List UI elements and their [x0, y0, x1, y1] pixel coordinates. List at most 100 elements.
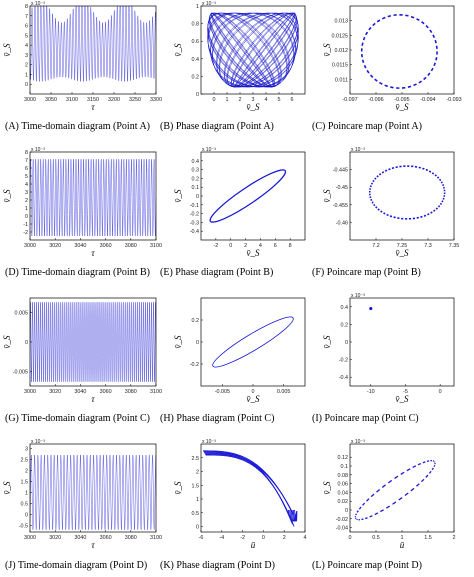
plot-area-D: [30, 159, 156, 237]
ytick-label: -0.2: [190, 212, 199, 218]
poincare-mark-L: [369, 515, 373, 518]
axes-frame-D: [29, 151, 157, 241]
poincare-mark-F: [372, 179, 375, 183]
poincare-point-I: [369, 306, 373, 311]
ytick-label: 0.6: [192, 39, 200, 45]
axis-exponent: x 10⁻³: [31, 439, 45, 445]
ytick-label: 0.2: [341, 322, 349, 328]
xtick-label: 3020: [49, 535, 61, 541]
poincare-mark-C: [405, 14, 409, 17]
xtick-label: 0: [252, 389, 255, 395]
poincare-mark-L: [374, 512, 379, 516]
ytick-label: 2.5: [21, 457, 29, 463]
poincare-mark-L: [355, 513, 357, 516]
poincare-mark-C: [365, 31, 369, 36]
xtick-label: 0.005: [277, 389, 291, 395]
poincare-mark-C: [423, 76, 427, 81]
xaxis-label: v̄_S: [396, 102, 409, 112]
poincare-mark-F: [440, 181, 443, 184]
xaxis-label: v̄_S: [396, 248, 409, 258]
poincare-mark-C: [433, 62, 436, 67]
xtick-label: 3100: [150, 535, 162, 541]
poincare-mark-F: [427, 213, 430, 216]
poincare-mark-L: [412, 465, 417, 468]
ytick-label: 0.02: [338, 499, 349, 505]
poincare-mark-L: [400, 471, 405, 475]
xtick-label: 3000: [24, 97, 36, 103]
xtick-label: 6: [291, 97, 294, 103]
poincare-mark-C: [430, 67, 434, 72]
ytick-label: -0.5: [19, 523, 28, 529]
yaxis-label: v̄_S: [173, 43, 183, 56]
xtick-label: -0.005: [215, 389, 230, 395]
ytick-label: 0: [345, 340, 348, 346]
ytick-label: 0.1: [341, 464, 349, 470]
poincare-mark-C: [425, 24, 429, 29]
yaxis-label: v̄_S: [173, 189, 183, 202]
poincare-mark-F: [423, 214, 427, 217]
xtick-label: 3040: [74, 243, 86, 249]
poincare-mark-C: [418, 80, 422, 84]
panel-B: 0 1 2 3 4 5 600.20.40.60.81 x 10⁻³v̄_Sv̄_S(B) P…: [160, 1, 306, 132]
ytick-label: 7: [25, 14, 28, 20]
poincare-mark-F: [422, 167, 425, 170]
poincare-mark-L: [420, 478, 425, 483]
poincare-mark-F: [425, 168, 429, 172]
ytick-label: 0.4: [192, 159, 200, 165]
xtick-label: 3080: [125, 243, 137, 249]
poincare-mark-F: [370, 198, 373, 201]
panel-F: 7.2 7.25 7.3 7.35 -0.445 -0.45 -0.455 -0.46 x 10…: [312, 147, 459, 278]
ytick-label: -0.4: [339, 375, 348, 381]
xtick-label: 2: [283, 535, 286, 541]
poincare-mark-F: [441, 200, 444, 203]
axis-exponent: x 10⁻³: [351, 293, 365, 299]
poincare-mark-L: [364, 517, 368, 520]
ytick-label: 0.5: [21, 501, 29, 507]
axis-exponent: x 10⁻³: [202, 1, 216, 7]
ytick-label: 4: [25, 182, 28, 188]
axis-exponent: x 10⁻³: [31, 147, 45, 153]
poincare-mark-L: [381, 484, 386, 488]
panel-C: -0.097 -0.096 -0.095 -0.094 -0.093 0.011 0.011…: [312, 5, 462, 132]
poincare-mark-F: [378, 173, 382, 176]
xtick-label: 0.5: [372, 535, 380, 541]
yaxis-label: v̄_S: [322, 189, 332, 202]
plot-area-I: [369, 306, 373, 311]
poincare-mark-F: [374, 177, 377, 180]
ytick-label: -1: [23, 222, 28, 228]
plot-area-E: [209, 169, 287, 223]
poincare-mark-C: [374, 78, 378, 82]
yaxis-label: v̄_S: [322, 335, 332, 348]
poincare-mark-L: [431, 467, 434, 471]
poincare-mark-L: [366, 498, 370, 502]
poincare-mark-C: [429, 29, 433, 34]
xtick-label: -4: [219, 535, 224, 541]
xtick-label: -0.093: [446, 97, 461, 103]
poincare-mark-F: [370, 182, 374, 185]
ytick-label: 1: [196, 497, 199, 503]
poincare-mark-L: [392, 501, 397, 505]
orbit-ellipse-E: [209, 169, 287, 223]
xtick-label: 1: [226, 97, 229, 103]
panel-caption: (J) Time-domain diagram (Point D): [5, 560, 147, 571]
poincare-mark-L: [404, 492, 409, 497]
plot-area-C: [360, 14, 438, 89]
poincare-mark-F: [373, 203, 376, 207]
xtick-label: 2: [244, 243, 247, 249]
poincare-mark-C: [363, 64, 367, 69]
flow-trajectory-K: [205, 453, 294, 515]
xtick-label: 3040: [74, 535, 86, 541]
xtick-label: 3020: [49, 243, 61, 249]
ytick-label: 1: [25, 72, 28, 78]
yaxis-label: v̄_S: [2, 189, 12, 202]
panel-E: -2 0 2 4 6 8 -0.4 -0.3 -0.2 -0.1 0 0.1 0.2 0.3 0.4x 10…: [160, 147, 306, 278]
poincare-mark-C: [379, 81, 383, 85]
ytick-label: 3: [25, 446, 28, 452]
xtick-label: 7.35: [449, 243, 460, 249]
poincare-mark-F: [435, 207, 439, 210]
xtick-label: 8: [289, 243, 292, 249]
xtick-label: 3150: [87, 97, 99, 103]
panel-caption: (L) Poincare map (Point D): [312, 560, 422, 571]
ytick-label: -0.445: [333, 168, 348, 174]
